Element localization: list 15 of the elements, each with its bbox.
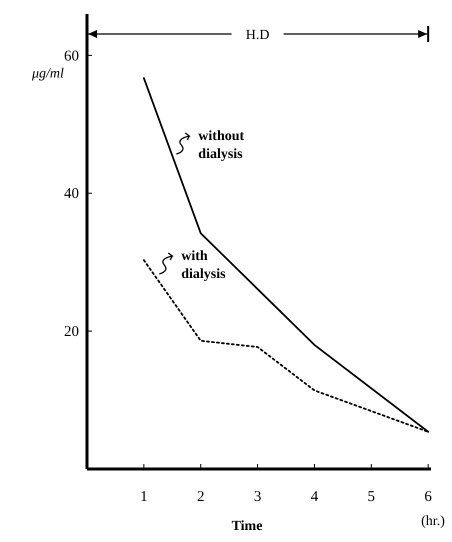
text: (hr.) bbox=[421, 514, 446, 529]
x-tick-label: 1 bbox=[140, 489, 148, 505]
x-axis-title: Time bbox=[232, 519, 262, 534]
annotation: with dialysis bbox=[181, 248, 226, 282]
annotation: without dialysis bbox=[198, 129, 245, 162]
y-tick-label: 20 bbox=[64, 324, 79, 340]
x-tick-label: 5 bbox=[368, 489, 376, 505]
y-axis-title: μg/ml bbox=[31, 66, 64, 82]
x-tick-label: 6 bbox=[424, 489, 432, 505]
y-tick-label: 60 bbox=[64, 48, 79, 64]
x-tick-label: 3 bbox=[254, 489, 262, 505]
x-tick-label: 4 bbox=[310, 489, 319, 505]
y-tick-label: 40 bbox=[64, 186, 79, 202]
x-tick-label: 2 bbox=[196, 489, 204, 505]
annotation: H.D bbox=[246, 28, 270, 43]
